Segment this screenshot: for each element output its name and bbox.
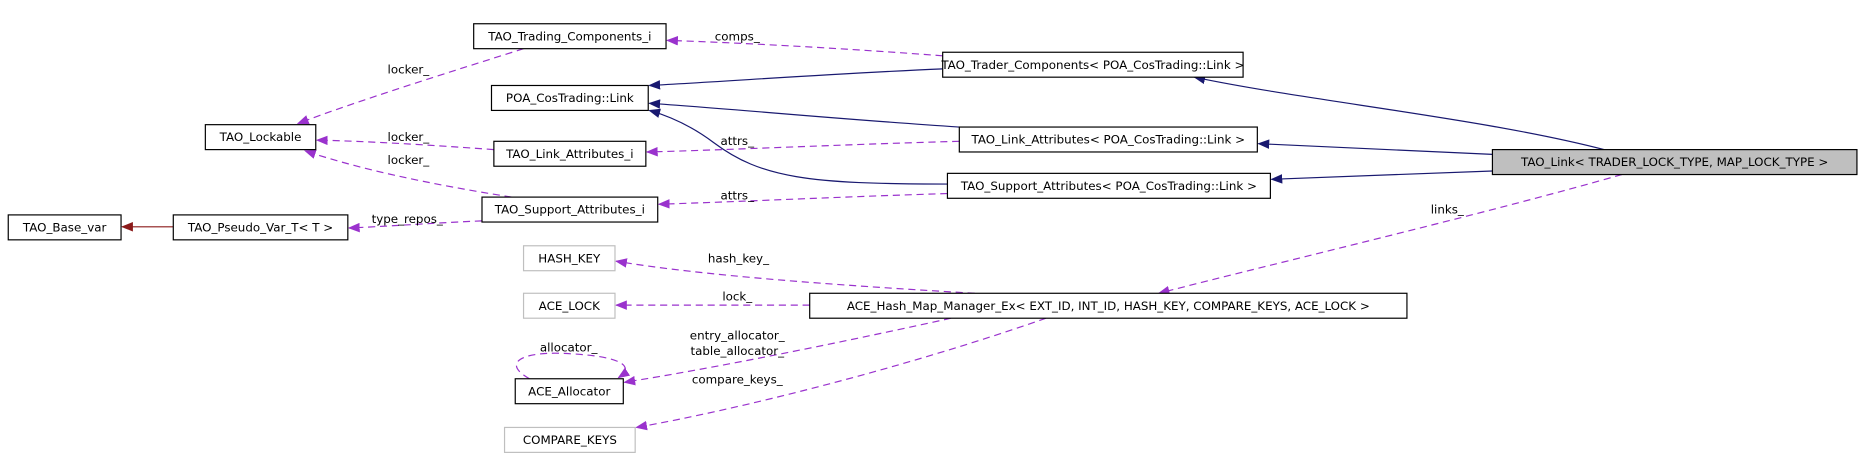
class-node[interactable]: ACE_Hash_Map_Manager_Ex< EXT_ID, INT_ID,…	[809, 292, 1408, 319]
class-node[interactable]: TAO_Support_Attributes_i	[481, 196, 659, 223]
class-node[interactable]: TAO_Trading_Components_i	[473, 23, 667, 50]
node-label: TAO_Base_var	[22, 220, 107, 234]
nodes: TAO_Trading_Components_i TAO_Trader_Compo…	[7, 23, 1858, 453]
class-node[interactable]: TAO_Lockable	[204, 124, 317, 151]
class-node[interactable]: ACE_Allocator	[514, 378, 624, 405]
node-box	[204, 124, 317, 151]
node-box	[481, 196, 659, 223]
node-box	[958, 126, 1258, 153]
node-box	[473, 23, 667, 50]
edge-label: links_	[1431, 203, 1465, 217]
class-node[interactable]: ACE_LOCK	[522, 292, 616, 319]
class-node[interactable]: TAO_Link_Attributes< POA_CosTrading::Lin…	[958, 126, 1258, 153]
edge-label: table_allocator_	[690, 344, 785, 358]
class-node[interactable]: HASH_KEY	[522, 245, 616, 272]
node-box	[522, 292, 616, 319]
usage-edge	[623, 317, 952, 386]
usage-edge	[645, 140, 960, 157]
inherit-edge	[1193, 74, 1605, 151]
node-box	[490, 84, 649, 112]
inherit-edge	[648, 108, 948, 185]
class-node[interactable]: TAO_Trader_Components< POA_CosTrading::L…	[940, 51, 1244, 78]
node-label: ACE_Hash_Map_Manager_Ex< EXT_ID, INT_ID,…	[847, 299, 1370, 313]
usage-edge	[635, 317, 1047, 431]
edge-label: type_repos_	[372, 212, 444, 226]
node-label: TAO_Link_Attributes< POA_CosTrading::Lin…	[971, 133, 1245, 147]
class-node[interactable]: TAO_Pseudo_Var_T< T >	[172, 214, 349, 241]
class-node[interactable]: COMPARE_KEYS	[503, 426, 636, 453]
node-box	[7, 214, 122, 241]
node-label: ACE_Allocator	[528, 384, 610, 398]
inherit-edge	[1270, 170, 1493, 184]
node-label: HASH_KEY	[538, 251, 601, 265]
node-label: TAO_Trading_Components_i	[487, 29, 651, 43]
node-label: TAO_Lockable	[219, 130, 302, 144]
edge-label: attrs_	[720, 188, 755, 202]
node-label: POA_CosTrading::Link	[506, 91, 634, 105]
node-label: TAO_Support_Attributes_i	[494, 203, 645, 217]
edges	[121, 35, 1623, 431]
usage-edge	[303, 149, 512, 198]
class-node[interactable]: TAO_Link_Attributes_i	[493, 140, 647, 167]
usage-edge	[296, 48, 524, 125]
edge-label: compare_keys_	[692, 372, 784, 386]
inherit-edge	[648, 99, 960, 128]
node-box	[514, 378, 624, 405]
edge-label: attrs_	[720, 134, 755, 148]
inherit-edge	[648, 68, 943, 90]
edge-label: locker_	[388, 153, 431, 167]
node-box	[946, 172, 1271, 199]
node-box	[503, 426, 636, 453]
edge-label: entry_allocator_	[690, 329, 786, 343]
node-box	[493, 140, 647, 167]
node-label: ACE_LOCK	[539, 299, 601, 313]
node-label: TAO_Trader_Components< POA_CosTrading::L…	[940, 58, 1244, 72]
node-label: TAO_Link< TRADER_LOCK_TYPE, MAP_LOCK_TYP…	[1520, 155, 1828, 169]
class-node[interactable]: TAO_Base_var	[7, 214, 122, 241]
node-box	[172, 214, 349, 241]
node-label: TAO_Pseudo_Var_T< T >	[187, 220, 333, 234]
edge-label: lock_	[722, 289, 753, 303]
class-node[interactable]: TAO_Support_Attributes< POA_CosTrading::…	[946, 172, 1271, 199]
usage-edge	[657, 192, 948, 209]
class-node[interactable]: POA_CosTrading::Link	[490, 84, 649, 112]
edge-labels: comps_ locker_ locker_ locker_ attrs_ attrs_t…	[372, 29, 1465, 386]
usage-edge	[614, 258, 975, 294]
inherit-edge	[1257, 139, 1493, 155]
class-node[interactable]: TAO_Link< TRADER_LOCK_TYPE, MAP_LOCK_TYP…	[1491, 149, 1858, 176]
node-label: TAO_Support_Attributes< POA_CosTrading::…	[960, 179, 1257, 193]
edge-label: locker_	[388, 130, 431, 144]
node-box	[522, 245, 616, 272]
edge-label: hash_key_	[708, 251, 770, 265]
node-box	[1491, 149, 1858, 176]
usage-edge	[515, 352, 631, 380]
usage-edge	[1157, 173, 1623, 296]
node-label: TAO_Link_Attributes_i	[505, 147, 633, 161]
node-label: COMPARE_KEYS	[523, 433, 617, 447]
usage-edge	[666, 35, 943, 57]
node-box	[809, 292, 1408, 319]
usage-edge	[347, 220, 483, 233]
usage-edge	[315, 135, 494, 151]
edge-label: allocator_	[540, 340, 599, 354]
edge-label: comps_	[715, 29, 761, 43]
node-box	[942, 51, 1244, 78]
edge-label: locker_	[388, 63, 431, 77]
